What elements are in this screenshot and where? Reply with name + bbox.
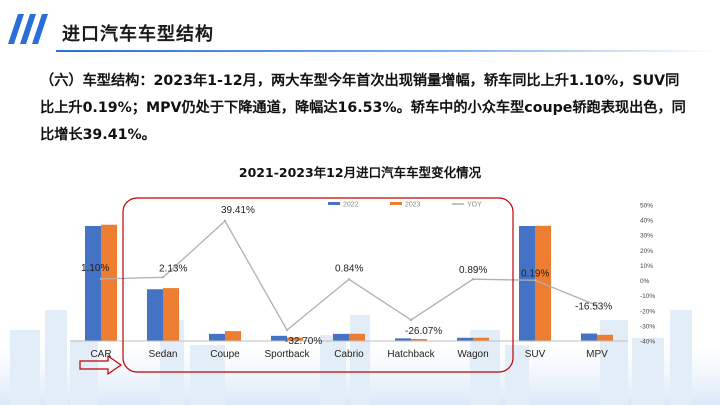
yoy-point-sedan <box>161 276 165 279</box>
yoy-point-coupe <box>223 219 227 223</box>
y2-tick-label: 20% <box>640 248 653 255</box>
sedan-group-highlight <box>122 197 514 373</box>
yoy-data-label-cabrio: 0.84% <box>335 263 363 274</box>
category-label-car: CAR <box>90 349 111 360</box>
category-label-cabrio: Cabrio <box>334 349 364 360</box>
yoy-point-sportback <box>285 328 289 332</box>
bar-2022-mpv <box>581 333 597 341</box>
bar-2022-cabrio <box>333 333 349 341</box>
yoy-data-label-sedan: 2.13% <box>159 263 187 274</box>
bar-2022-sportback <box>271 335 287 341</box>
category-label-hatchback: Hatchback <box>387 349 435 360</box>
yoy-data-label-mpv: -16.53% <box>575 302 612 313</box>
yoy-point-cabrio <box>347 278 351 281</box>
yoy-point-car <box>99 277 103 281</box>
category-label-mpv: MPV <box>586 349 608 360</box>
yoy-point-suv <box>533 279 537 282</box>
y2-tick-label: 50% <box>640 203 653 210</box>
bar-2023-car <box>101 224 117 341</box>
bar-2022-wagon <box>457 337 473 341</box>
bar-2022-sedan <box>147 289 163 341</box>
category-label-coupe: Coupe <box>210 349 240 360</box>
category-label-suv: SUV <box>525 349 546 360</box>
bar-2022-suv <box>519 226 535 341</box>
bar-2023-sedan <box>163 288 179 341</box>
legend-label-yoy: YOY <box>467 202 482 209</box>
y2-tick-label: -30% <box>640 323 655 330</box>
bar-2023-coupe <box>225 331 241 341</box>
highlight-arrow-icon <box>79 354 123 376</box>
y2-tick-label: 40% <box>640 218 653 225</box>
category-label-sedan: Sedan <box>149 349 178 360</box>
header-underline <box>56 50 720 52</box>
yoy-point-wagon <box>471 278 475 281</box>
header-stripes-icon <box>8 14 48 44</box>
bar-2022-hatchback <box>395 338 411 341</box>
y2-tick-label: 30% <box>640 233 653 240</box>
yoy-data-label-coupe: 39.41% <box>221 205 255 216</box>
yoy-point-mpv <box>595 304 599 307</box>
y2-tick-label: -20% <box>640 308 655 315</box>
y2-tick-label: -10% <box>640 293 655 300</box>
yoy-data-label-hatchback: -26.07% <box>405 326 442 337</box>
category-label-sportback: Sportback <box>264 349 310 360</box>
yoy-point-hatchback <box>409 318 413 322</box>
bar-2023-sportback <box>287 337 303 341</box>
y2-tick-label: -40% <box>640 339 655 346</box>
legend-swatch-2023 <box>390 202 402 205</box>
page-title: 进口汽车车型结构 <box>62 24 214 45</box>
description-text: （六）车型结构：2023年1-12月，两大车型今年首次出现销量增幅，轿车同比上升… <box>40 73 686 143</box>
yoy-data-label-suv: 0.19% <box>521 268 549 279</box>
bar-2023-hatchback <box>411 339 427 341</box>
yoy-data-label-sportback: -32.70% <box>285 336 322 347</box>
legend-swatch-2022 <box>328 202 340 205</box>
yoy-data-label-wagon: 0.89% <box>459 265 487 276</box>
category-label-wagon: Wagon <box>457 349 488 360</box>
legend-label-2023: 2023 <box>405 202 421 209</box>
chart-title: 2021-2023年12月进口汽车车型变化情况 <box>238 165 482 180</box>
bar-2023-cabrio <box>349 333 365 341</box>
y2-tick-label: 10% <box>640 263 653 270</box>
y2-tick-label: 0% <box>640 278 650 285</box>
bar-2023-wagon <box>473 337 489 341</box>
legend-label-2022: 2022 <box>343 202 359 209</box>
bar-2023-mpv <box>597 334 613 341</box>
bar-2022-car <box>85 226 101 341</box>
yoy-data-label-car: 1.10% <box>81 263 109 274</box>
city-skyline-background <box>0 310 720 405</box>
page-header: 进口汽车车型结构 <box>0 0 720 56</box>
bar-2022-coupe <box>209 333 225 341</box>
